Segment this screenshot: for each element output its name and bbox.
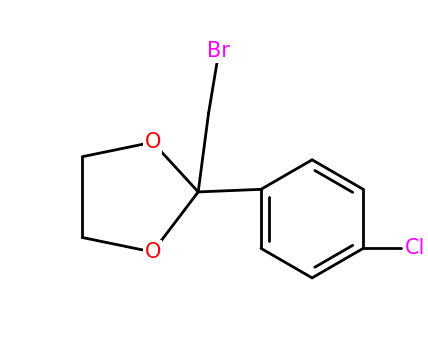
Text: Br: Br [208, 41, 230, 61]
Text: O: O [145, 132, 161, 152]
Text: O: O [145, 242, 161, 262]
Text: Cl: Cl [405, 238, 425, 258]
